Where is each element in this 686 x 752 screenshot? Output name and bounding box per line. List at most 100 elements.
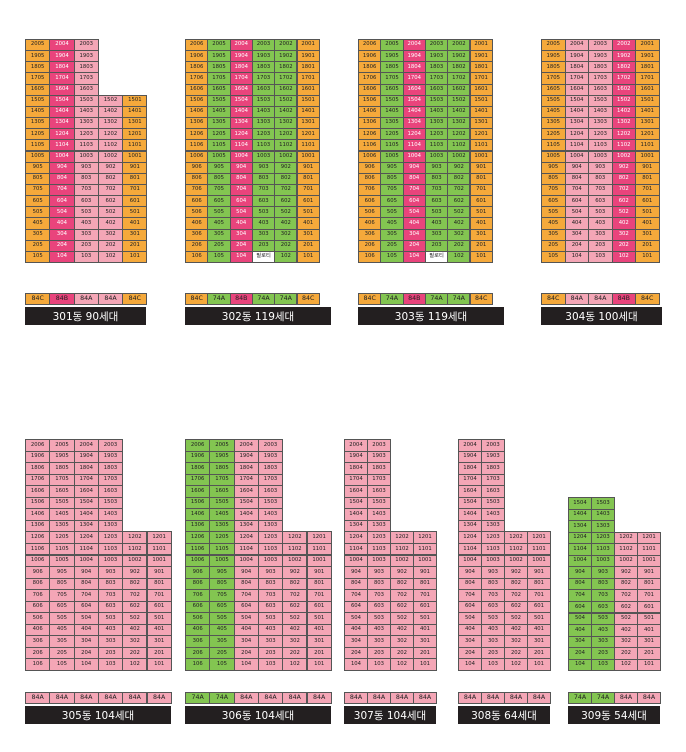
unit-type-cell: 84A [233, 692, 259, 704]
unit-cell: 1803 [257, 462, 284, 475]
unit-cell: 101 [527, 658, 551, 671]
unit-type-cell: 84A [458, 692, 482, 704]
unit-cell: 105 [49, 658, 75, 671]
building-label: 308동 64세대 [458, 706, 550, 724]
unit-type-cell: 84A [73, 692, 99, 704]
unit-cell: 104 [458, 658, 482, 671]
unit-cell: 102 [504, 658, 528, 671]
unit-cell: 105 [209, 658, 235, 671]
unit-type-cell: 84A [122, 692, 148, 704]
unit-type-cell: 84C [541, 293, 566, 305]
unit-type-cell: 84A [257, 692, 284, 704]
unit-cell: 105 [380, 250, 404, 263]
unit-type-cell: 84C [25, 293, 51, 305]
unit-type-cell: 74A [424, 293, 449, 305]
unit-type-cell: 84B [229, 293, 253, 305]
unit-cell: 1401 [469, 105, 493, 119]
unit-cell: 104 [73, 658, 99, 671]
piloti-cell: 필로티 [424, 250, 449, 263]
unit-cell: 301 [527, 635, 551, 648]
unit-cell: 103 [257, 658, 284, 671]
unit-type-cell: 84A [614, 692, 638, 704]
piloti-cell: 필로티 [251, 250, 276, 263]
unit-cell: 103 [367, 658, 391, 671]
building-label: 304동 100세대 [541, 307, 662, 325]
unit-cell: 102 [122, 658, 148, 671]
unit-cell: 1101 [469, 139, 493, 152]
building-label: 301동 90세대 [25, 307, 146, 325]
unit-cell: 1903 [367, 450, 391, 464]
unit-type-cell: 84A [344, 692, 368, 704]
unit-cell: 101 [637, 658, 661, 672]
unit-cell: 301 [469, 228, 493, 241]
unit-cell: 102 [97, 250, 124, 263]
unit-cell: 1401 [635, 105, 660, 119]
unit-type-cell: 84C [185, 293, 209, 305]
unit-cell: 2001 [296, 39, 320, 52]
unit-cell: 104 [233, 658, 259, 671]
unit-cell: 101 [469, 250, 493, 263]
unit-cell: 101 [296, 250, 320, 263]
unit-cell: 106 [185, 658, 211, 671]
unit-type-cell: 84C [469, 293, 493, 305]
unit-cell: 1703 [257, 473, 284, 487]
building-label: 302동 119세대 [185, 307, 331, 325]
unit-type-cell: 74A [568, 692, 592, 704]
unit-cell: 102 [274, 250, 298, 263]
unit-type-cell: 84B [49, 293, 75, 305]
unit-cell: 103 [591, 658, 615, 672]
unit-cell: 104 [564, 250, 589, 263]
unit-cell: 201 [637, 647, 661, 660]
unit-cell: 101 [413, 658, 437, 671]
unit-cell: 103 [588, 250, 613, 263]
building-label: 306동 104세대 [185, 706, 331, 724]
unit-type-cell: 84C [122, 293, 148, 305]
unit-cell: 102 [614, 658, 638, 672]
unit-type-cell: 84A [97, 692, 124, 704]
unit-cell: 105 [541, 250, 566, 263]
unit-type-cell: 84A [527, 692, 551, 704]
unit-cell: 1501 [635, 94, 660, 107]
unit-cell: 103 [97, 658, 124, 671]
unit-type-cell: 84A [588, 293, 613, 305]
building-label: 307동 104세대 [344, 706, 436, 724]
unit-cell: 106 [25, 658, 51, 671]
unit-type-cell: 84C [635, 293, 660, 305]
unit-cell: 104 [49, 250, 75, 263]
unit-cell: 104 [402, 250, 426, 263]
unit-type-cell: 74A [447, 293, 471, 305]
unit-type-cell: 74A [207, 293, 231, 305]
unit-type-cell: 74A [591, 692, 615, 704]
unit-type-cell: 74A [251, 293, 276, 305]
unit-cell: 102 [611, 250, 636, 263]
unit-cell: 301 [635, 228, 660, 241]
unit-cell: 104 [344, 658, 368, 671]
unit-type-cell: 84A [413, 692, 437, 704]
building-label: 303동 119세대 [358, 307, 504, 325]
unit-type-cell: 84A [146, 692, 172, 704]
unit-type-cell: 84A [306, 692, 332, 704]
unit-cell: 1501 [122, 94, 148, 107]
unit-cell: 101 [306, 658, 332, 671]
unit-type-cell: 74A [380, 293, 404, 305]
unit-type-cell: 74A [185, 692, 211, 704]
unit-cell: 103 [481, 658, 505, 671]
unit-cell: 102 [390, 658, 414, 671]
unit-cell: 101 [635, 250, 660, 263]
unit-cell: 1101 [296, 139, 320, 152]
unit-cell: 106 [358, 250, 382, 263]
unit-type-cell: 84A [73, 293, 99, 305]
unit-type-cell: 84A [49, 692, 75, 704]
unit-cell: 106 [185, 250, 209, 263]
unit-cell: 105 [25, 250, 51, 263]
unit-cell: 104 [229, 250, 253, 263]
unit-cell: 102 [447, 250, 471, 263]
building-label: 309동 54세대 [568, 706, 660, 724]
unit-type-cell: 84A [564, 293, 589, 305]
unit-type-cell: 84B [402, 293, 426, 305]
unit-type-cell: 84A [481, 692, 505, 704]
building-label: 305동 104세대 [25, 706, 171, 724]
unit-type-cell: 84B [611, 293, 636, 305]
unit-type-cell: 74A [274, 293, 298, 305]
unit-cell: 1201 [637, 531, 661, 545]
